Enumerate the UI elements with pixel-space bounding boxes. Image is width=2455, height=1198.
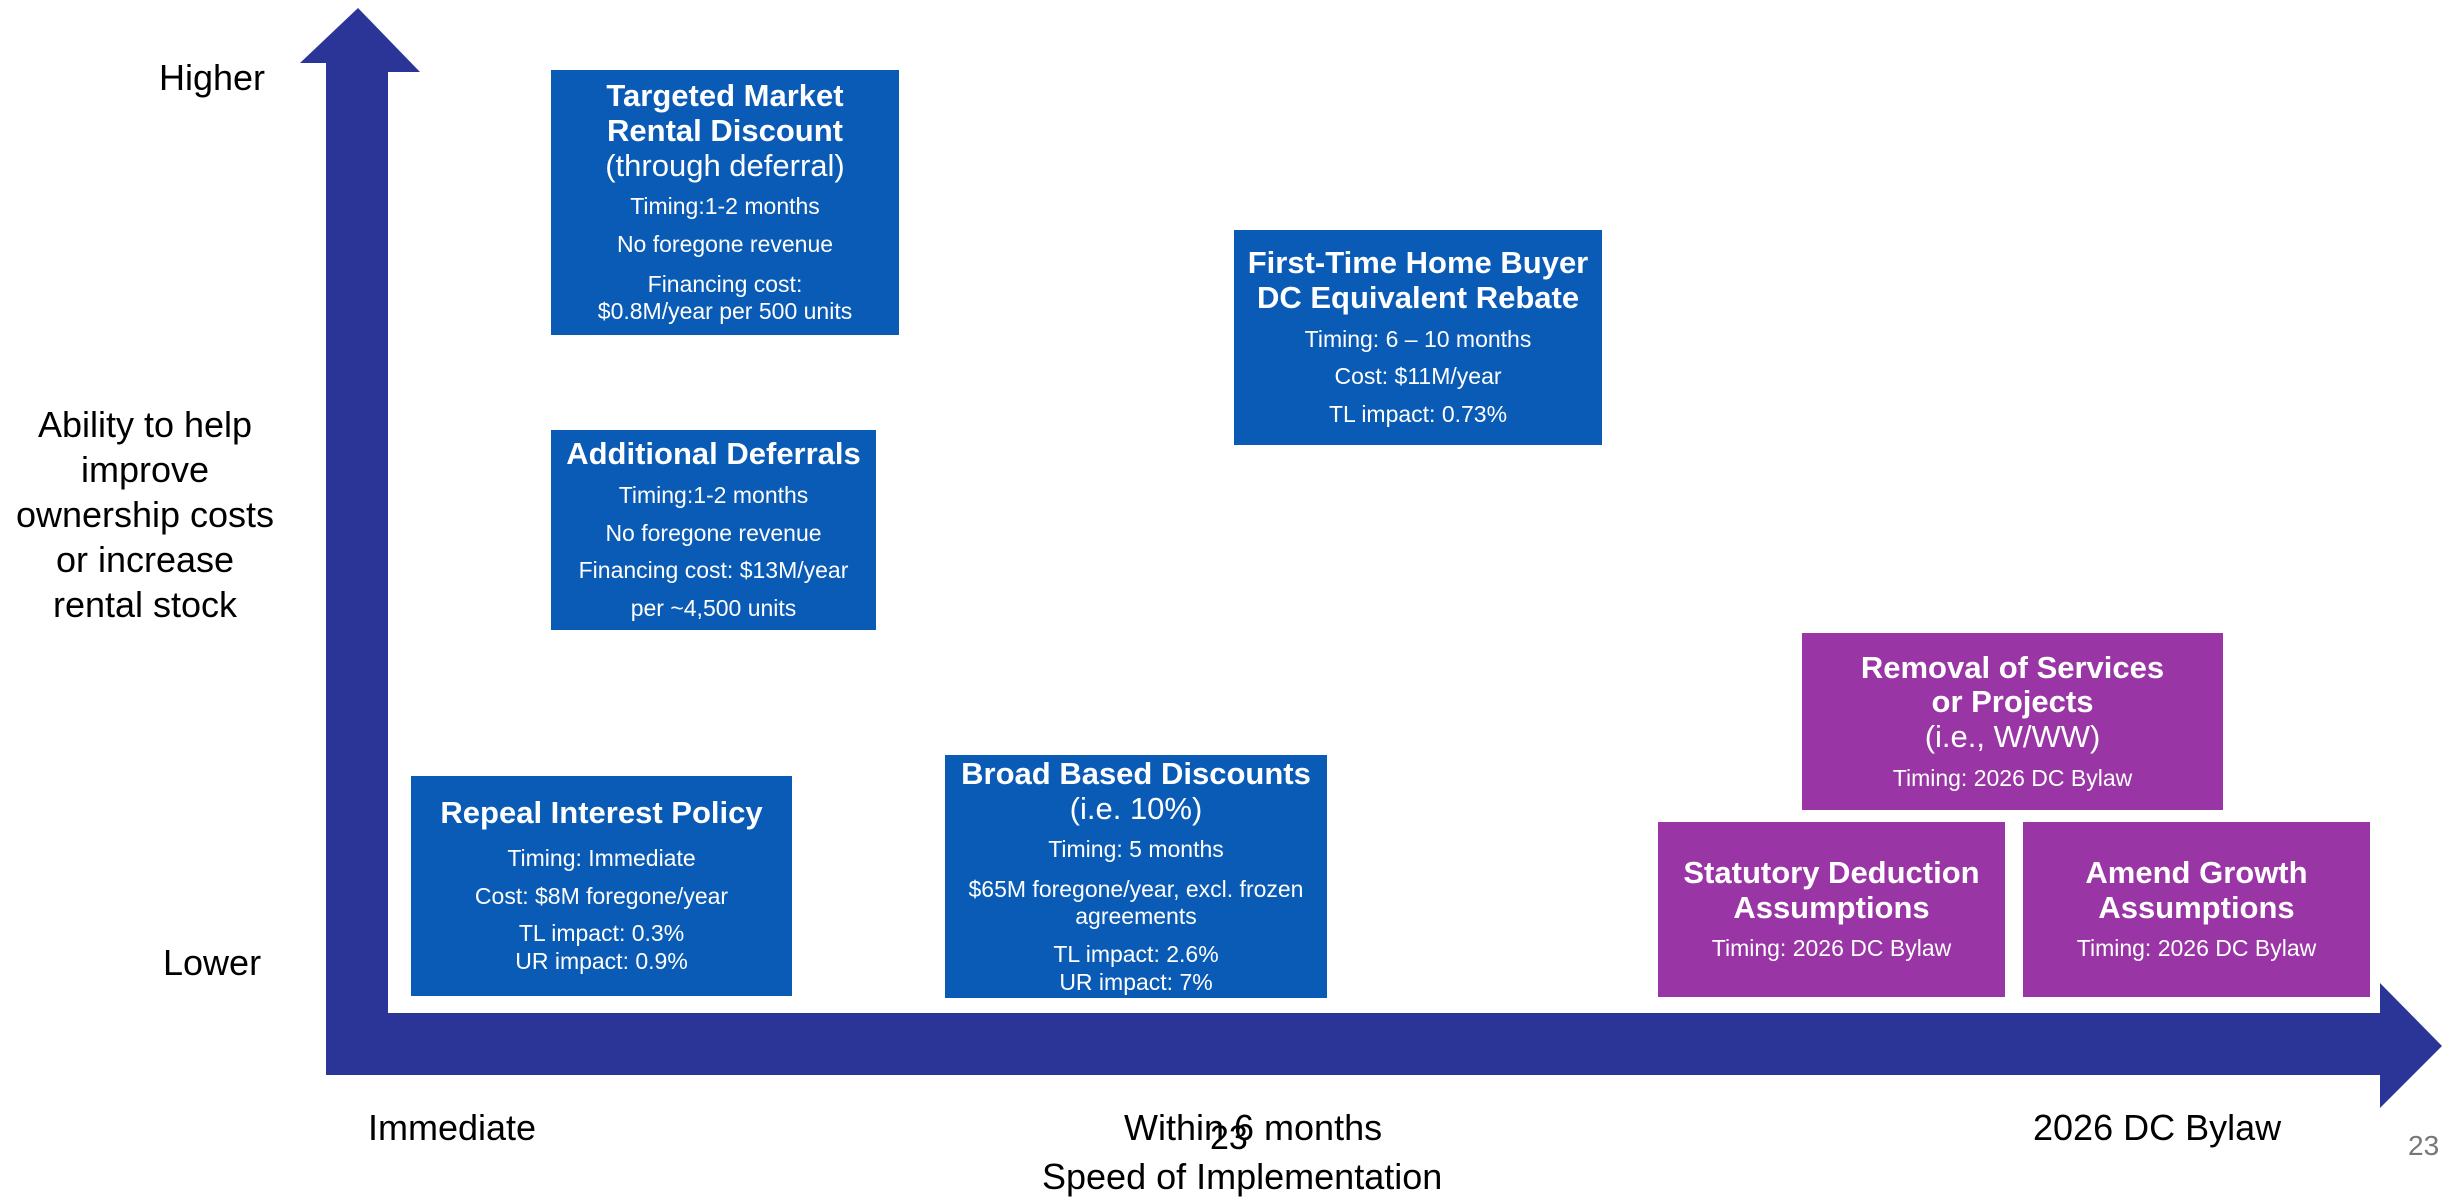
box-title-line: Assumptions bbox=[1733, 889, 1930, 925]
box-detail: $0.8M/year per 500 units bbox=[597, 298, 853, 325]
y-axis-title-line: Ability to help bbox=[37, 404, 253, 445]
box-title-line: Amend Growth bbox=[2085, 854, 2308, 890]
box-detail: Cost: $8M foregone/year bbox=[474, 882, 729, 909]
box-detail: Financing cost: bbox=[647, 270, 803, 297]
box-detail: Timing: 5 months bbox=[1048, 836, 1224, 863]
x-tick-immediate: Immediate bbox=[368, 1107, 537, 1148]
page-number-overlap: 23 bbox=[1210, 1119, 1248, 1157]
box-detail: UR impact: 7% bbox=[1059, 968, 1213, 995]
box-title-line: Removal of Services bbox=[1860, 649, 2165, 685]
box-title-line: Targeted Market bbox=[606, 78, 844, 114]
x-tick-2026-dc-bylaw: 2026 DC Bylaw bbox=[2033, 1107, 2282, 1148]
box-detail: TL impact: 0.73% bbox=[1328, 401, 1508, 428]
box-repeal-interest-policy: Repeal Interest Policy Timing: Immediate… bbox=[411, 776, 792, 996]
box-detail: TL impact: 0.3% bbox=[518, 920, 685, 947]
box-statutory-deduction: Statutory Deduction Assumptions Timing: … bbox=[1658, 822, 2005, 997]
y-axis-title: Ability to help improve ownership costs … bbox=[0, 402, 290, 627]
box-title-line: Statutory Deduction bbox=[1683, 854, 1980, 890]
y-axis-arrow bbox=[300, 8, 420, 1015]
box-detail: Timing:1-2 months bbox=[618, 482, 809, 509]
box-title-line: or Projects bbox=[1931, 684, 2094, 720]
box-subtitle: (i.e., W/WW) bbox=[1924, 719, 2101, 755]
y-axis-lower-label: Lower bbox=[163, 942, 262, 983]
box-detail: Timing: 2026 DC Bylaw bbox=[1892, 764, 2133, 791]
box-additional-deferrals: Additional Deferrals Timing:1-2 months N… bbox=[551, 430, 876, 630]
box-removal-of-services: Removal of Services or Projects (i.e., W… bbox=[1802, 633, 2223, 810]
box-subtitle: (through deferral) bbox=[605, 147, 845, 183]
y-axis-higher-label: Higher bbox=[159, 57, 266, 98]
box-targeted-market-rental-discount: Targeted Market Rental Discount (through… bbox=[551, 70, 899, 335]
box-title: Repeal Interest Policy bbox=[440, 795, 763, 831]
box-title: Additional Deferrals bbox=[566, 436, 861, 472]
x-axis-title: Speed of Implementation bbox=[1042, 1156, 1443, 1197]
box-broad-based-discounts: Broad Based Discounts (i.e. 10%) Timing:… bbox=[945, 755, 1327, 998]
box-first-time-home-buyer: First-Time Home Buyer DC Equivalent Reba… bbox=[1234, 230, 1602, 445]
box-detail: Timing: 2026 DC Bylaw bbox=[1711, 935, 1952, 962]
box-detail: Timing: Immediate bbox=[507, 845, 696, 872]
box-amend-growth: Amend Growth Assumptions Timing: 2026 DC… bbox=[2023, 822, 2370, 997]
box-title-line: DC Equivalent Rebate bbox=[1256, 280, 1580, 316]
box-title-line: Rental Discount bbox=[607, 112, 843, 148]
box-title: Broad Based Discounts bbox=[961, 755, 1311, 791]
box-detail: agreements bbox=[1075, 903, 1197, 930]
x-tick-within-6-months: Within 6 months bbox=[1124, 1107, 1383, 1148]
box-title-line: Assumptions bbox=[2098, 889, 2295, 925]
y-axis-title-line: rental stock bbox=[52, 584, 238, 625]
box-subtitle: (i.e. 10%) bbox=[1069, 790, 1203, 826]
x-axis-arrow bbox=[326, 983, 2442, 1108]
box-detail: Timing:1-2 months bbox=[630, 193, 820, 220]
y-axis-title-line: improve bbox=[80, 449, 210, 490]
box-detail: UR impact: 0.9% bbox=[515, 947, 688, 974]
box-detail: No foregone revenue bbox=[605, 519, 822, 546]
box-detail: Cost: $11M/year bbox=[1334, 363, 1502, 390]
page-number: 23 bbox=[2408, 1130, 2440, 1161]
y-axis-title-line: ownership costs bbox=[15, 494, 275, 535]
box-detail: No foregone revenue bbox=[616, 230, 834, 257]
box-detail: $65M foregone/year, excl. frozen bbox=[968, 875, 1304, 902]
y-axis-title-line: or increase bbox=[55, 539, 235, 580]
box-title-line: First-Time Home Buyer bbox=[1247, 245, 1589, 281]
box-detail: per ~4,500 units bbox=[630, 594, 797, 621]
box-detail: Timing: 6 – 10 months bbox=[1304, 325, 1532, 352]
box-detail: TL impact: 2.6% bbox=[1053, 941, 1219, 968]
box-detail: Timing: 2026 DC Bylaw bbox=[2076, 935, 2317, 962]
box-detail: Financing cost: $13M/year bbox=[578, 557, 849, 584]
